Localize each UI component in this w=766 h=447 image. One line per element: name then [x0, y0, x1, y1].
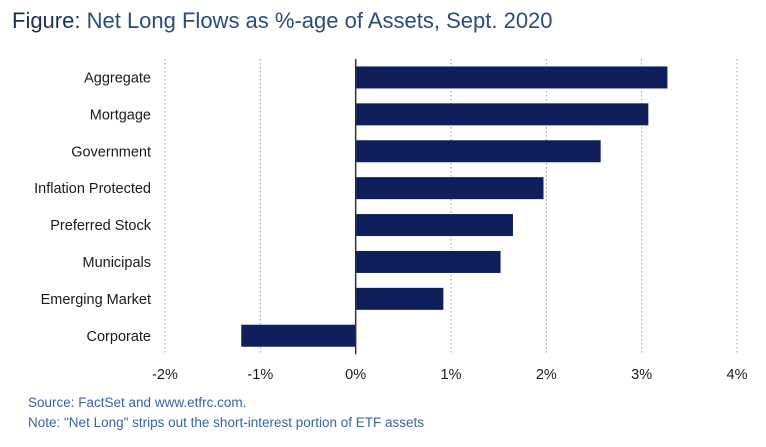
chart-title: Figure: Net Long Flows as %-age of Asset…	[12, 8, 553, 34]
bar-corporate	[241, 324, 356, 347]
category-label-mortgage: Mortgage	[90, 107, 151, 123]
source-note: Source: FactSet and www.etfrc.com.	[28, 395, 247, 410]
bar-preferred-stock	[355, 214, 513, 237]
category-label-corporate: Corporate	[87, 329, 151, 345]
category-label-preferred-stock: Preferred Stock	[50, 218, 151, 234]
category-label-inflation-protected: Inflation Protected	[34, 181, 151, 197]
chart-title-text: Net Long Flows as %-age of Assets, Sept.…	[80, 8, 553, 33]
x-tick-label-1: -1%	[247, 367, 273, 383]
x-tick-label-3: 1%	[441, 367, 462, 383]
x-tick-label-6: 4%	[727, 367, 748, 383]
x-tick-label-0: -2%	[152, 367, 178, 383]
category-label-municipals: Municipals	[83, 255, 152, 271]
category-label-emerging-market: Emerging Market	[41, 292, 151, 308]
bar-inflation-protected	[355, 177, 544, 200]
category-label-government: Government	[71, 144, 151, 160]
bar-emerging-market	[355, 287, 444, 310]
bar-government	[355, 140, 601, 163]
bar-mortgage	[355, 103, 649, 126]
category-label-aggregate: Aggregate	[84, 70, 151, 86]
chart-title-prefix: Figure:	[12, 8, 81, 33]
x-tick-label-2: 0%	[345, 367, 366, 383]
x-tick-label-4: 2%	[536, 367, 557, 383]
x-tick-label-5: 3%	[631, 367, 652, 383]
footnotes: Source: FactSet and www.etfrc.com. Note:…	[28, 393, 424, 433]
bar-aggregate	[355, 66, 668, 89]
bar-municipals	[355, 250, 501, 273]
net-long-note: Note: "Net Long" strips out the short-in…	[28, 415, 425, 430]
